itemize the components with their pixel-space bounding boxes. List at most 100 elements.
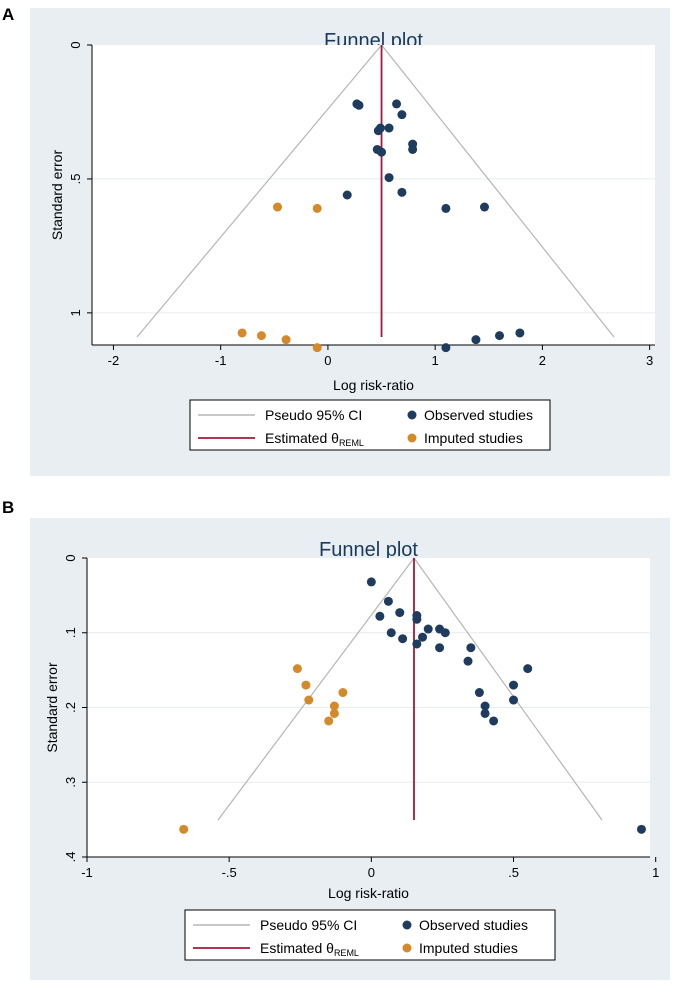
legend-estimate-label: Estimated θREML xyxy=(260,940,359,958)
legend-imputed-marker xyxy=(407,433,417,443)
imputed-study-point xyxy=(304,695,314,705)
observed-study-point xyxy=(373,126,383,136)
chart-title: Funnel plot xyxy=(319,539,418,561)
y-tick-label: .3 xyxy=(63,777,78,788)
legend-imputed-label: Imputed studies xyxy=(419,940,518,956)
observed-study-point xyxy=(392,99,402,109)
observed-study-point xyxy=(342,190,352,200)
y-tick-label: .2 xyxy=(63,702,78,713)
observed-study-point xyxy=(515,328,525,338)
ci-line-left xyxy=(217,557,415,821)
x-axis-label: Log risk-ratio xyxy=(333,377,414,393)
x-axis-label: Log risk-ratio xyxy=(328,885,409,901)
legend-estimate-label: Estimated θREML xyxy=(265,430,364,448)
observed-study-point xyxy=(397,110,407,120)
legend-observed-label: Observed studies xyxy=(419,917,528,933)
imputed-study-point xyxy=(179,824,189,834)
observed-study-point xyxy=(384,123,394,133)
observed-study-point xyxy=(509,680,519,690)
y-tick-label: .1 xyxy=(63,627,78,638)
legend-observed-label: Observed studies xyxy=(424,407,533,423)
observed-study-point xyxy=(495,331,505,341)
imputed-study-point xyxy=(324,716,334,726)
observed-study-point xyxy=(395,608,405,618)
y-tick-label: .4 xyxy=(63,852,78,863)
observed-study-point xyxy=(408,144,418,154)
observed-study-point xyxy=(423,624,433,634)
x-tick-label: 3 xyxy=(646,353,653,368)
y-axis-label: Standard error xyxy=(44,662,60,753)
observed-study-point xyxy=(383,596,393,606)
imputed-study-point xyxy=(301,680,311,690)
observed-study-point xyxy=(375,611,385,621)
imputed-study-point xyxy=(312,203,322,213)
observed-study-point xyxy=(412,639,422,649)
observed-study-point xyxy=(366,577,376,587)
observed-study-point xyxy=(418,632,428,642)
observed-study-point xyxy=(441,203,451,213)
observed-study-point xyxy=(509,695,519,705)
y-axis-label: Standard error xyxy=(49,150,65,241)
observed-study-point xyxy=(480,708,490,718)
x-tick-label: .5 xyxy=(508,865,519,880)
observed-study-point xyxy=(398,634,408,644)
imputed-study-point xyxy=(312,343,322,353)
imputed-study-point xyxy=(281,335,291,345)
legend-observed-marker xyxy=(407,410,417,420)
imputed-study-point xyxy=(237,328,247,338)
ci-line-right xyxy=(381,44,615,338)
y-tick-label: 1 xyxy=(68,309,83,316)
observed-study-point xyxy=(489,716,499,726)
legend-ci-label: Pseudo 95% CI xyxy=(265,407,362,423)
observed-study-point xyxy=(441,343,451,353)
observed-study-point xyxy=(384,173,394,183)
imputed-study-point xyxy=(273,202,283,212)
observed-study-point xyxy=(523,664,533,674)
imputed-study-point xyxy=(292,664,302,674)
observed-study-point xyxy=(440,628,450,638)
observed-study-point xyxy=(397,187,407,197)
x-tick-label: 1 xyxy=(652,865,659,880)
legend-box xyxy=(184,909,556,961)
x-tick-label: -2 xyxy=(108,353,120,368)
imputed-study-point xyxy=(329,701,339,711)
observed-study-point xyxy=(474,688,484,698)
x-tick-label: -1 xyxy=(81,865,93,880)
imputed-study-point xyxy=(329,708,339,718)
observed-study-point xyxy=(377,147,387,157)
observed-study-point xyxy=(636,824,646,834)
observed-study-point xyxy=(463,656,473,666)
x-tick-label: 0 xyxy=(368,865,375,880)
x-tick-label: 1 xyxy=(432,353,439,368)
observed-study-point xyxy=(412,614,422,624)
y-tick-label: 0 xyxy=(68,41,83,48)
observed-study-point xyxy=(466,643,476,653)
legend-imputed-marker xyxy=(402,943,412,953)
ci-line-left xyxy=(136,44,383,338)
observed-study-point xyxy=(480,701,490,711)
imputed-study-point xyxy=(256,331,266,341)
y-tick-label: 0 xyxy=(63,554,78,561)
observed-study-point xyxy=(354,100,364,110)
legend-imputed-label: Imputed studies xyxy=(424,430,523,446)
legend-box xyxy=(189,399,551,451)
legend-observed-marker xyxy=(402,920,412,930)
panel-letter: B xyxy=(2,498,14,517)
panel-letter: A xyxy=(2,5,14,24)
x-tick-label: 2 xyxy=(539,353,546,368)
x-tick-label: -.5 xyxy=(222,865,237,880)
x-tick-label: 0 xyxy=(324,353,331,368)
ci-line-right xyxy=(413,557,603,821)
legend-ci-label: Pseudo 95% CI xyxy=(260,917,357,933)
observed-study-point xyxy=(435,643,445,653)
y-tick-label: .5 xyxy=(68,174,83,185)
observed-study-point xyxy=(471,335,481,345)
imputed-study-point xyxy=(338,688,348,698)
x-tick-label: -1 xyxy=(215,353,227,368)
observed-study-point xyxy=(386,628,396,638)
panel-b: B Funnel plot -1 -.5 0 .5 1 0 .1 .2 .3 .4 Log risk-r… xyxy=(2,498,670,980)
plot-area xyxy=(92,45,655,345)
observed-study-point xyxy=(479,202,489,212)
